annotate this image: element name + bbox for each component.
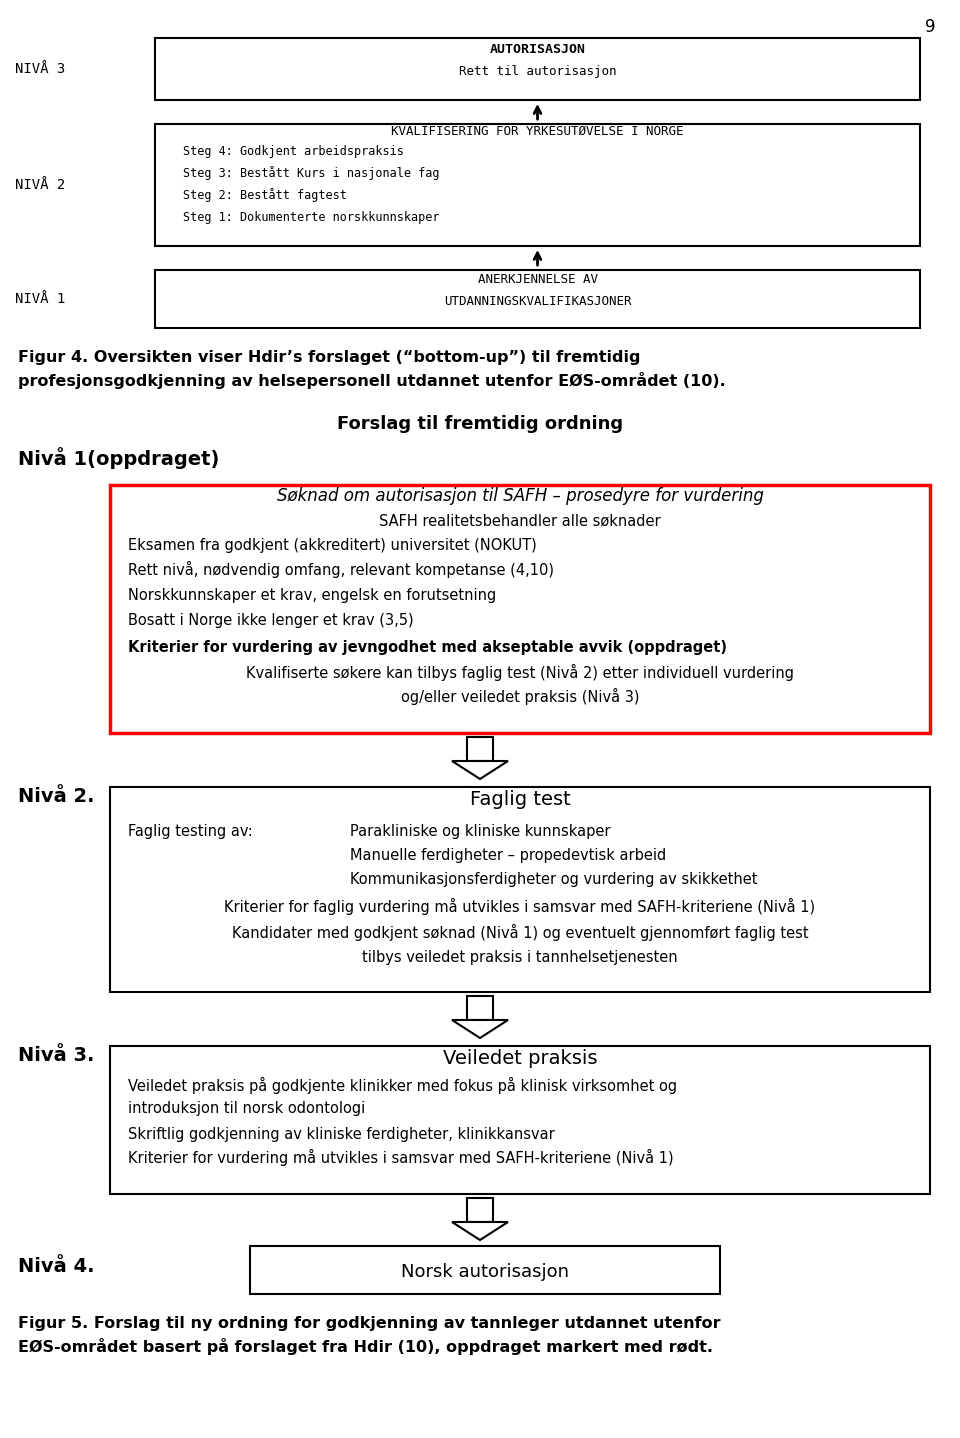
Text: EØS-området basert på forslaget fra Hdir (10), oppdraget markert med rødt.: EØS-området basert på forslaget fra Hdir… [18,1337,713,1355]
Text: Parakliniske og kliniske kunnskaper: Parakliniske og kliniske kunnskaper [350,824,611,838]
Bar [110,485,930,733]
Text: Kriterier for faglig vurdering må utvikles i samsvar med SAFH-kriteriene (Nivå 1: Kriterier for faglig vurdering må utvikl… [225,897,816,915]
Polygon shape [467,738,493,761]
Text: introduksjon til norsk odontologi: introduksjon til norsk odontologi [128,1102,365,1116]
Polygon shape [452,761,508,779]
Text: Nivå 2.: Nivå 2. [18,787,94,807]
Text: Steg 3: Bestått Kurs i nasjonale fag: Steg 3: Bestått Kurs i nasjonale fag [183,165,440,180]
Polygon shape [467,1198,493,1222]
Text: Kriterier for vurdering må utvikles i samsvar med SAFH-kriteriene (Nivå 1): Kriterier for vurdering må utvikles i sa… [128,1149,674,1166]
Text: profesjonsgodkjenning av helsepersonell utdannet utenfor EØS-området (10).: profesjonsgodkjenning av helsepersonell … [18,372,726,390]
Bar [110,787,930,992]
Text: Kandidater med godkjent søknad (Nivå 1) og eventuelt gjennomført faglig test: Kandidater med godkjent søknad (Nivå 1) … [231,925,808,940]
Text: Kommunikasjonsferdigheter og vurdering av skikkethet: Kommunikasjonsferdigheter og vurdering a… [350,871,757,887]
Text: Bosatt i Norge ikke lenger et krav (3,5): Bosatt i Norge ikke lenger et krav (3,5) [128,613,414,628]
Text: NIVÅ 3: NIVÅ 3 [15,62,65,76]
Text: Steg 1: Dokumenterte norskkunnskaper: Steg 1: Dokumenterte norskkunnskaper [183,211,440,224]
Polygon shape [452,1222,508,1240]
Bar [155,124,920,246]
Text: Eksamen fra godkjent (akkreditert) universitet (NOKUT): Eksamen fra godkjent (akkreditert) unive… [128,538,537,554]
Text: Faglig test: Faglig test [469,789,570,810]
Text: Steg 2: Bestått fagtest: Steg 2: Bestått fagtest [183,188,347,201]
Polygon shape [452,1020,508,1038]
Text: KVALIFISERING FOR YRKESUTØVELSE I NORGE: KVALIFISERING FOR YRKESUTØVELSE I NORGE [392,125,684,138]
Text: Nivå 1(oppdraget): Nivå 1(oppdraget) [18,447,220,469]
Text: ANERKJENNELSE AV: ANERKJENNELSE AV [477,273,597,286]
Text: og/eller veiledet praksis (Nivå 3): og/eller veiledet praksis (Nivå 3) [400,687,639,705]
Text: Kvalifiserte søkere kan tilbys faglig test (Nivå 2) etter individuell vurdering: Kvalifiserte søkere kan tilbys faglig te… [246,664,794,682]
Text: UTDANNINGSKVALIFIKASJONER: UTDANNINGSKVALIFIKASJONER [444,295,632,308]
Text: Steg 4: Godkjent arbeidspraksis: Steg 4: Godkjent arbeidspraksis [183,145,404,158]
Bar [155,270,920,328]
Text: Nivå 3.: Nivå 3. [18,1045,94,1066]
Bar [250,1245,720,1294]
Text: Figur 4. Oversikten viser Hdir’s forslaget (“bottom-up”) til fremtidig: Figur 4. Oversikten viser Hdir’s forslag… [18,349,640,365]
Polygon shape [467,997,493,1020]
Text: 9: 9 [924,19,935,36]
Text: SAFH realitetsbehandler alle søknader: SAFH realitetsbehandler alle søknader [379,513,660,529]
Text: Faglig testing av:: Faglig testing av: [128,824,252,838]
Text: Norsk autorisasjon: Norsk autorisasjon [401,1263,569,1281]
Text: Figur 5. Forslag til ny ordning for godkjenning av tannleger utdannet utenfor: Figur 5. Forslag til ny ordning for godk… [18,1316,721,1332]
Text: NIVÅ 2: NIVÅ 2 [15,178,65,193]
Text: Kriterier for vurdering av jevngodhet med akseptable avvik (oppdraget): Kriterier for vurdering av jevngodhet me… [128,640,727,654]
Text: Veiledet praksis på godkjente klinikker med fokus på klinisk virksomhet og: Veiledet praksis på godkjente klinikker … [128,1077,677,1094]
Text: AUTORISASJON: AUTORISASJON [490,43,586,56]
Text: Skriftlig godkjenning av kliniske ferdigheter, klinikkansvar: Skriftlig godkjenning av kliniske ferdig… [128,1127,555,1142]
Bar [155,37,920,101]
Text: tilbys veiledet praksis i tannhelsetjenesten: tilbys veiledet praksis i tannhelsetjene… [362,951,678,965]
Text: NIVÅ 1: NIVÅ 1 [15,292,65,306]
Text: Forslag til fremtidig ordning: Forslag til fremtidig ordning [337,416,623,433]
Bar [110,1045,930,1194]
Text: Rett nivå, nødvendig omfang, relevant kompetanse (4,10): Rett nivå, nødvendig omfang, relevant ko… [128,561,554,578]
Text: Veiledet praksis: Veiledet praksis [443,1048,597,1068]
Text: Manuelle ferdigheter – propedevtisk arbeid: Manuelle ferdigheter – propedevtisk arbe… [350,848,666,863]
Text: Søknad om autorisasjon til SAFH – prosedyre for vurdering: Søknad om autorisasjon til SAFH – prosed… [276,487,763,505]
Text: Norskkunnskaper et krav, engelsk en forutsetning: Norskkunnskaper et krav, engelsk en foru… [128,588,496,603]
Text: Nivå 4.: Nivå 4. [18,1257,94,1276]
Text: Rett til autorisasjon: Rett til autorisasjon [459,65,616,78]
